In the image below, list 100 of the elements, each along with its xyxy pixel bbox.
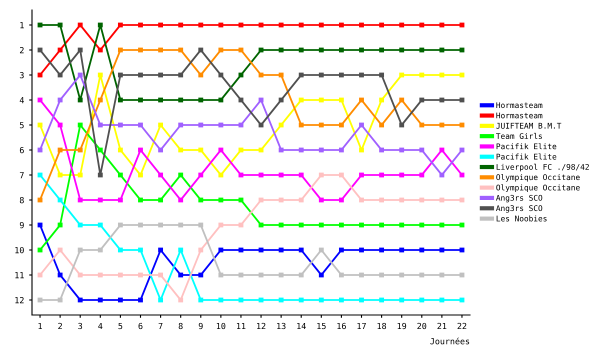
point — [238, 298, 244, 302]
point — [78, 22, 83, 28]
point — [278, 148, 284, 152]
point — [118, 298, 123, 302]
point — [419, 122, 424, 128]
y-tick-label: 3 — [20, 72, 24, 78]
point — [460, 172, 464, 178]
point — [58, 48, 63, 52]
point — [399, 22, 404, 28]
point — [38, 272, 42, 278]
point — [258, 98, 264, 102]
point — [58, 248, 63, 252]
point — [338, 272, 344, 278]
point — [419, 98, 424, 102]
point — [439, 248, 444, 252]
point — [258, 248, 264, 252]
point — [338, 248, 344, 252]
point — [460, 198, 464, 202]
point — [419, 298, 424, 302]
point — [439, 272, 444, 278]
point — [460, 22, 464, 28]
point — [158, 72, 164, 78]
point — [258, 22, 264, 28]
point — [118, 172, 123, 178]
point — [238, 272, 244, 278]
x-tick-label: 20 — [417, 322, 426, 330]
x-tick-label: 6 — [138, 322, 142, 330]
point — [38, 248, 42, 252]
point — [318, 248, 324, 252]
point — [118, 272, 123, 278]
point — [98, 248, 103, 252]
y-tick-label: 12 — [15, 297, 24, 304]
point — [58, 272, 63, 278]
point — [298, 122, 304, 128]
point — [318, 172, 324, 178]
x-tick-label: 10 — [216, 322, 226, 330]
point — [158, 222, 164, 228]
point — [78, 272, 83, 278]
point — [218, 198, 224, 202]
point — [178, 48, 184, 52]
point — [298, 298, 304, 302]
point — [399, 72, 404, 78]
point — [278, 222, 284, 228]
point — [78, 222, 83, 228]
x-tick-label: 15 — [317, 322, 326, 330]
point — [238, 172, 244, 178]
point — [278, 298, 284, 302]
x-tick-label: 2 — [58, 322, 62, 330]
point — [439, 122, 444, 128]
point — [98, 198, 103, 202]
point — [38, 72, 42, 78]
point — [118, 72, 123, 78]
point — [78, 122, 83, 128]
point — [138, 72, 143, 78]
y-tick-label: 11 — [15, 272, 24, 278]
point — [78, 172, 83, 178]
point — [58, 198, 63, 202]
point — [338, 172, 344, 178]
point — [198, 98, 204, 102]
point — [178, 248, 184, 252]
point — [118, 98, 123, 102]
point — [338, 298, 344, 302]
point — [399, 272, 404, 278]
point — [419, 272, 424, 278]
point — [318, 72, 324, 78]
point — [98, 48, 103, 52]
point — [38, 198, 42, 202]
point — [359, 198, 364, 202]
point — [399, 172, 404, 178]
point — [338, 222, 344, 228]
point — [439, 98, 444, 102]
point — [38, 98, 42, 102]
point — [238, 22, 244, 28]
y-tick-label: 1 — [20, 22, 24, 28]
point — [198, 148, 204, 152]
point — [318, 148, 324, 152]
point — [298, 72, 304, 78]
point — [359, 248, 364, 252]
point — [238, 72, 244, 78]
point — [399, 198, 404, 202]
point — [460, 122, 464, 128]
point — [238, 248, 244, 252]
point — [379, 172, 384, 178]
point — [379, 248, 384, 252]
point — [258, 48, 264, 52]
point — [359, 72, 364, 78]
point — [338, 122, 344, 128]
point — [198, 172, 204, 178]
point — [359, 22, 364, 28]
point — [78, 198, 83, 202]
point — [218, 272, 224, 278]
point — [298, 48, 304, 52]
point — [338, 48, 344, 52]
point — [379, 272, 384, 278]
point — [118, 248, 123, 252]
point — [460, 98, 464, 102]
point — [238, 148, 244, 152]
point — [98, 98, 103, 102]
point — [98, 298, 103, 302]
point — [399, 298, 404, 302]
